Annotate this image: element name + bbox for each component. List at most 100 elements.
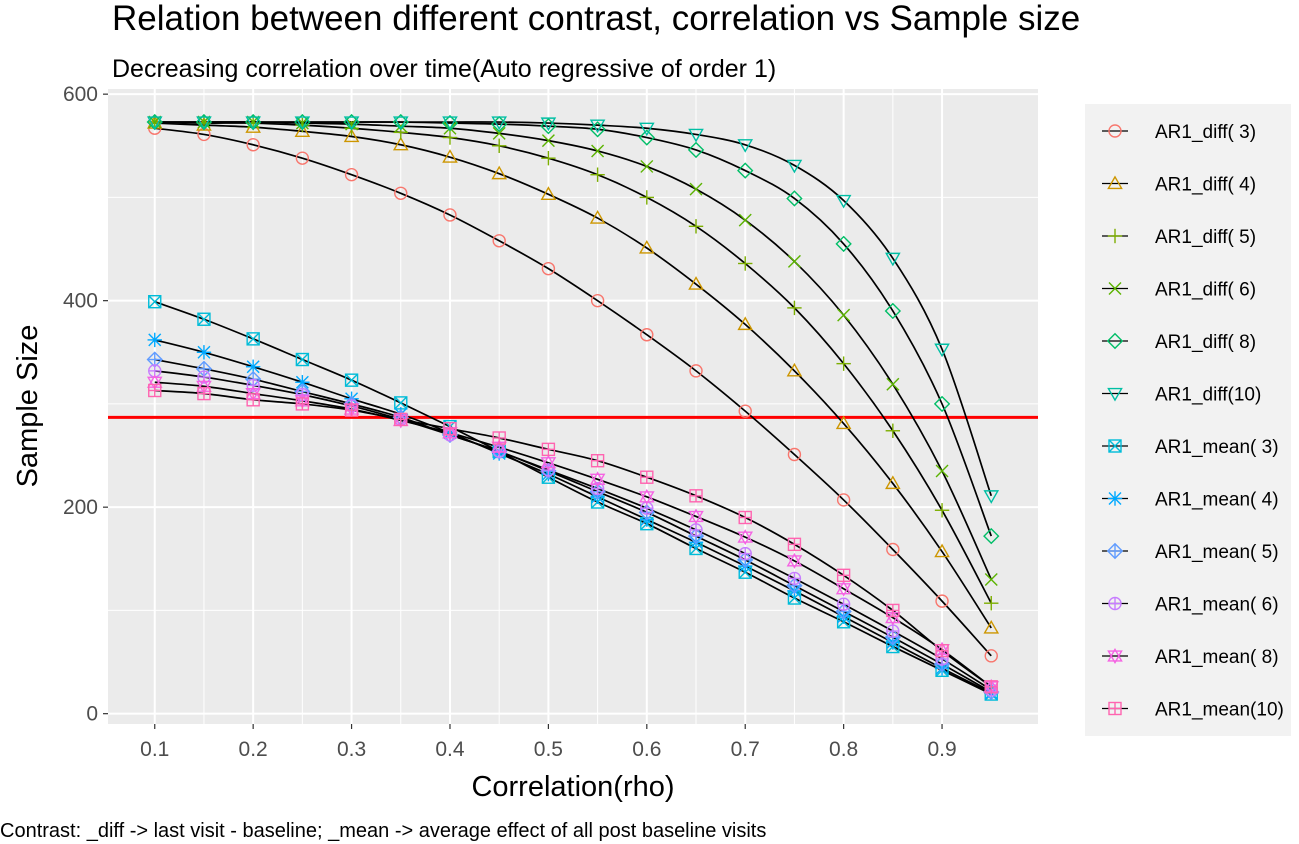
legend-label: AR1_mean(10) [1155, 700, 1284, 721]
data-point [245, 116, 261, 131]
data-point [786, 159, 803, 174]
data-point [196, 345, 212, 360]
legend-item: AR1_mean( 3) [1102, 437, 1279, 458]
data-point [638, 129, 655, 146]
legend-item: AR1_diff(10) [1102, 385, 1261, 406]
data-point [640, 470, 654, 484]
data-point [492, 126, 506, 140]
data-point [343, 116, 360, 131]
data-point [835, 194, 852, 209]
chart-title: Relation between different contrast, cor… [112, 0, 1080, 38]
legend-label: AR1_diff( 6) [1155, 280, 1256, 301]
data-point [491, 116, 507, 131]
data-point [835, 235, 852, 253]
y-axis-title: Sample Size [12, 325, 44, 488]
data-point [934, 503, 950, 518]
legend-key [1102, 228, 1128, 244]
data-point [294, 116, 311, 131]
legend-label: AR1_mean( 6) [1155, 595, 1279, 616]
legend-label: AR1_diff( 8) [1155, 332, 1256, 353]
series-line [154, 339, 992, 694]
x-tick-label: 0.1 [140, 738, 169, 761]
y-tick-label: 200 [63, 496, 98, 519]
legend-item: AR1_mean(10) [1102, 700, 1284, 721]
legend-item: AR1_mean( 4) [1102, 490, 1279, 511]
data-point [787, 537, 802, 552]
data-point [835, 415, 852, 430]
data-point [689, 182, 703, 196]
series-line [154, 127, 992, 657]
data-point [590, 454, 605, 468]
data-point [886, 377, 900, 391]
data-point [639, 488, 655, 505]
data-point [246, 378, 260, 393]
data-point [984, 680, 998, 694]
legend-item: AR1_mean( 5) [1102, 542, 1279, 563]
x-tick-label: 0.8 [829, 738, 858, 761]
data-point [442, 149, 458, 163]
data-point [884, 302, 902, 320]
legend-label: AR1_mean( 3) [1155, 437, 1279, 458]
data-point [837, 308, 851, 322]
x-tick-label: 0.7 [731, 738, 760, 761]
data-point [442, 130, 458, 145]
data-point [442, 116, 458, 131]
data-point [246, 332, 260, 346]
data-point [935, 464, 949, 478]
data-point [836, 493, 851, 507]
data-point [787, 447, 802, 462]
legend-key [1102, 282, 1128, 295]
legend-key [1102, 332, 1128, 350]
data-point [640, 159, 654, 173]
data-point [590, 167, 605, 182]
series-line [154, 300, 992, 695]
data-point [787, 571, 802, 586]
data-point [934, 543, 950, 558]
data-point [984, 649, 998, 663]
data-point [541, 261, 556, 276]
data-point [933, 395, 951, 413]
data-point [738, 213, 752, 227]
data-point [786, 362, 803, 377]
data-point [738, 546, 752, 561]
data-point [392, 116, 409, 131]
data-point [836, 597, 851, 611]
data-point [491, 165, 507, 180]
chart-caption: Contrast: _diff -> last visit - baseline… [0, 820, 766, 842]
data-point [148, 294, 162, 309]
data-point [589, 119, 606, 134]
data-point [589, 121, 606, 138]
legend-label: AR1_diff( 5) [1155, 227, 1256, 248]
data-point [197, 312, 211, 326]
legend-item: AR1_diff( 6) [1102, 280, 1256, 301]
data-point [935, 594, 949, 608]
data-point [737, 529, 754, 546]
data-point [589, 471, 606, 488]
x-tick-label: 0.9 [927, 738, 956, 761]
legend-key [1102, 596, 1128, 611]
data-point [148, 383, 162, 398]
data-point [689, 489, 703, 503]
data-point [540, 454, 557, 471]
legend-label: AR1_diff( 4) [1155, 175, 1256, 196]
y-tick-label: 400 [63, 290, 98, 313]
data-point [392, 136, 409, 151]
legend-key [1102, 647, 1128, 665]
data-point [738, 256, 753, 271]
legend-key [1102, 491, 1128, 506]
data-point [786, 190, 803, 207]
x-axis: 0.1 0.2 0.3 0.4 0.5 0.6 0.7 0.8 0.9 [140, 724, 957, 761]
legend-key [1102, 175, 1128, 190]
data-point [688, 219, 704, 234]
data-point [196, 116, 212, 131]
data-point [541, 442, 556, 457]
legend-item: AR1_diff( 5) [1102, 227, 1256, 248]
x-axis-title: Correlation(rho) [471, 771, 674, 803]
x-tick-label: 0.3 [337, 738, 366, 761]
data-point [345, 117, 359, 131]
data-point [983, 490, 1000, 504]
plot-panel [108, 89, 1038, 724]
data-point [689, 364, 703, 378]
data-point [786, 552, 803, 569]
